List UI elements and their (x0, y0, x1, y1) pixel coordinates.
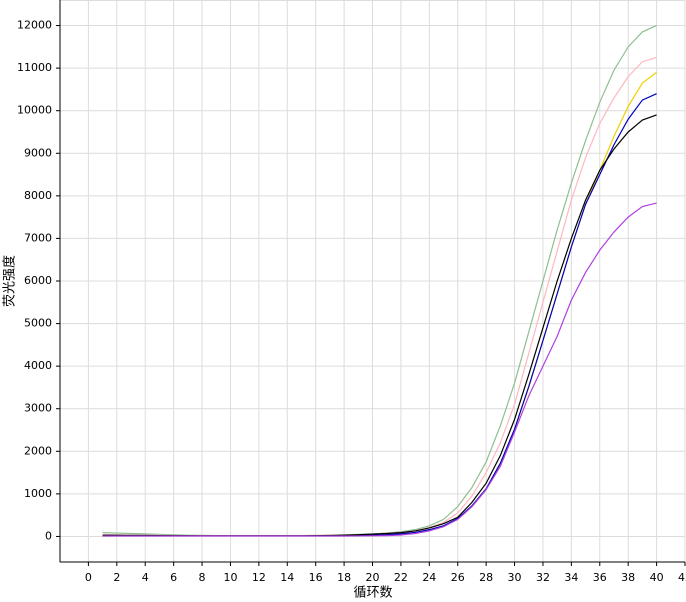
x-tick-label: 38 (621, 571, 635, 584)
y-tick-label: 3000 (24, 402, 52, 415)
x-tick-label: 22 (394, 571, 408, 584)
y-tick-label: 8000 (24, 189, 52, 202)
series-line (102, 202, 657, 537)
y-tick-label: 10000 (17, 104, 52, 117)
y-axis-label: 荧光强度 (2, 255, 18, 307)
x-tick-label: 10 (223, 571, 237, 584)
x-tick-label: 20 (366, 571, 380, 584)
y-tick-label: 11000 (17, 61, 52, 74)
y-tick-label: 7000 (24, 231, 52, 244)
y-tick-label: 1000 (24, 487, 52, 500)
x-tick-label: 26 (451, 571, 465, 584)
x-tick-label: 28 (479, 571, 493, 584)
y-tick-label: 4000 (24, 359, 52, 372)
x-tick-label: 36 (593, 571, 607, 584)
y-tick-label: 12000 (17, 19, 52, 32)
x-tick-label: 2 (113, 571, 120, 584)
y-tick-label: 6000 (24, 274, 52, 287)
x-tick-label: 16 (309, 571, 323, 584)
x-tick-label: 40 (650, 571, 664, 584)
x-tick-label: 0 (85, 571, 92, 584)
y-tick-label: 5000 (24, 317, 52, 330)
x-tick-label: 14 (280, 571, 294, 584)
x-tick-label: 24 (422, 571, 436, 584)
x-tick-label: 8 (199, 571, 206, 584)
x-tick-label: 18 (337, 571, 351, 584)
x-tick-label: 32 (536, 571, 550, 584)
x-tick-label: 30 (508, 571, 522, 584)
x-tick-label: 12 (252, 571, 266, 584)
x-tick-label: 42 (678, 571, 686, 584)
x-tick-label: 4 (142, 571, 149, 584)
x-axis-label: 循环数 (353, 586, 392, 601)
y-tick-label: 9000 (24, 146, 52, 159)
x-tick-label: 6 (170, 571, 177, 584)
y-tick-label: 0 (45, 529, 52, 542)
y-tick-label: 2000 (24, 444, 52, 457)
x-tick-label: 34 (564, 571, 578, 584)
